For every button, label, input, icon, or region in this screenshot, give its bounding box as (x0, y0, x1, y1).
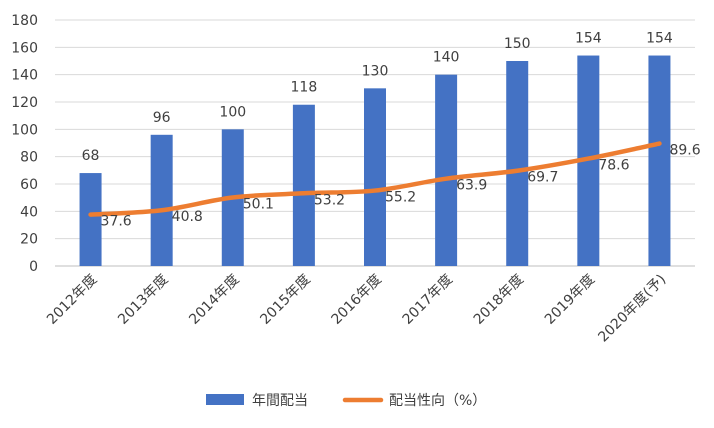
y-tick-label: 100 (11, 122, 38, 138)
line-data-label: 53.2 (314, 192, 345, 208)
y-tick-label: 120 (11, 95, 38, 111)
legend: 年間配当 配当性向（%） (206, 393, 486, 409)
y-tick-label: 40 (20, 204, 38, 220)
x-tick-label: 2019年度 (542, 272, 598, 328)
bar-data-label: 130 (362, 63, 389, 79)
bar (648, 56, 670, 266)
legend-label-bar: 年間配当 (252, 393, 308, 409)
line-data-label: 63.9 (456, 178, 487, 194)
x-tick-label: 2012年度 (44, 272, 100, 328)
y-tick-label: 20 (20, 232, 38, 248)
line-data-label: 78.6 (598, 158, 629, 174)
bar (293, 105, 315, 266)
bar (151, 135, 173, 266)
y-tick-label: 60 (20, 177, 38, 193)
bar (506, 61, 528, 266)
bar (364, 88, 386, 266)
y-axis: 0 20 40 60 80 100 120 140 160 180 (11, 13, 38, 275)
bar-data-label: 150 (504, 36, 531, 52)
x-tick-label: 2020年度(予) (595, 272, 669, 346)
line-data-label: 37.6 (101, 214, 132, 230)
bar-data-label: 154 (646, 31, 673, 47)
bar (435, 75, 457, 266)
y-tick-label: 80 (20, 150, 38, 166)
x-tick-label: 2015年度 (257, 272, 313, 328)
x-axis: 2012年度 2013年度 2014年度 2015年度 2016年度 2017年度 2018… (44, 272, 669, 346)
x-tick-label: 2013年度 (115, 272, 171, 328)
legend-swatch-bar (206, 394, 244, 405)
bar-data-label: 140 (433, 50, 460, 66)
bar-data-label: 154 (575, 31, 602, 47)
legend-label-line: 配当性向（%） (389, 393, 486, 409)
bar-data-label: 96 (153, 110, 171, 126)
bar-data-label: 68 (82, 148, 100, 164)
y-tick-label: 140 (11, 68, 38, 84)
line-data-label: 50.1 (243, 197, 274, 213)
y-tick-label: 180 (11, 13, 38, 29)
bar-data-label: 100 (219, 104, 246, 120)
line-data-label: 55.2 (385, 190, 416, 206)
bar-data-label: 118 (291, 80, 318, 96)
line-data-label: 40.8 (172, 209, 203, 225)
y-tick-label: 160 (11, 40, 38, 56)
line-data-label: 89.6 (669, 143, 700, 159)
y-tick-label: 0 (29, 259, 38, 275)
bar (80, 173, 102, 266)
x-tick-label: 2017年度 (400, 272, 456, 328)
x-tick-label: 2018年度 (471, 272, 527, 328)
line-data-label: 69.7 (527, 170, 558, 186)
x-tick-label: 2016年度 (329, 272, 385, 328)
x-tick-label: 2014年度 (186, 272, 242, 328)
